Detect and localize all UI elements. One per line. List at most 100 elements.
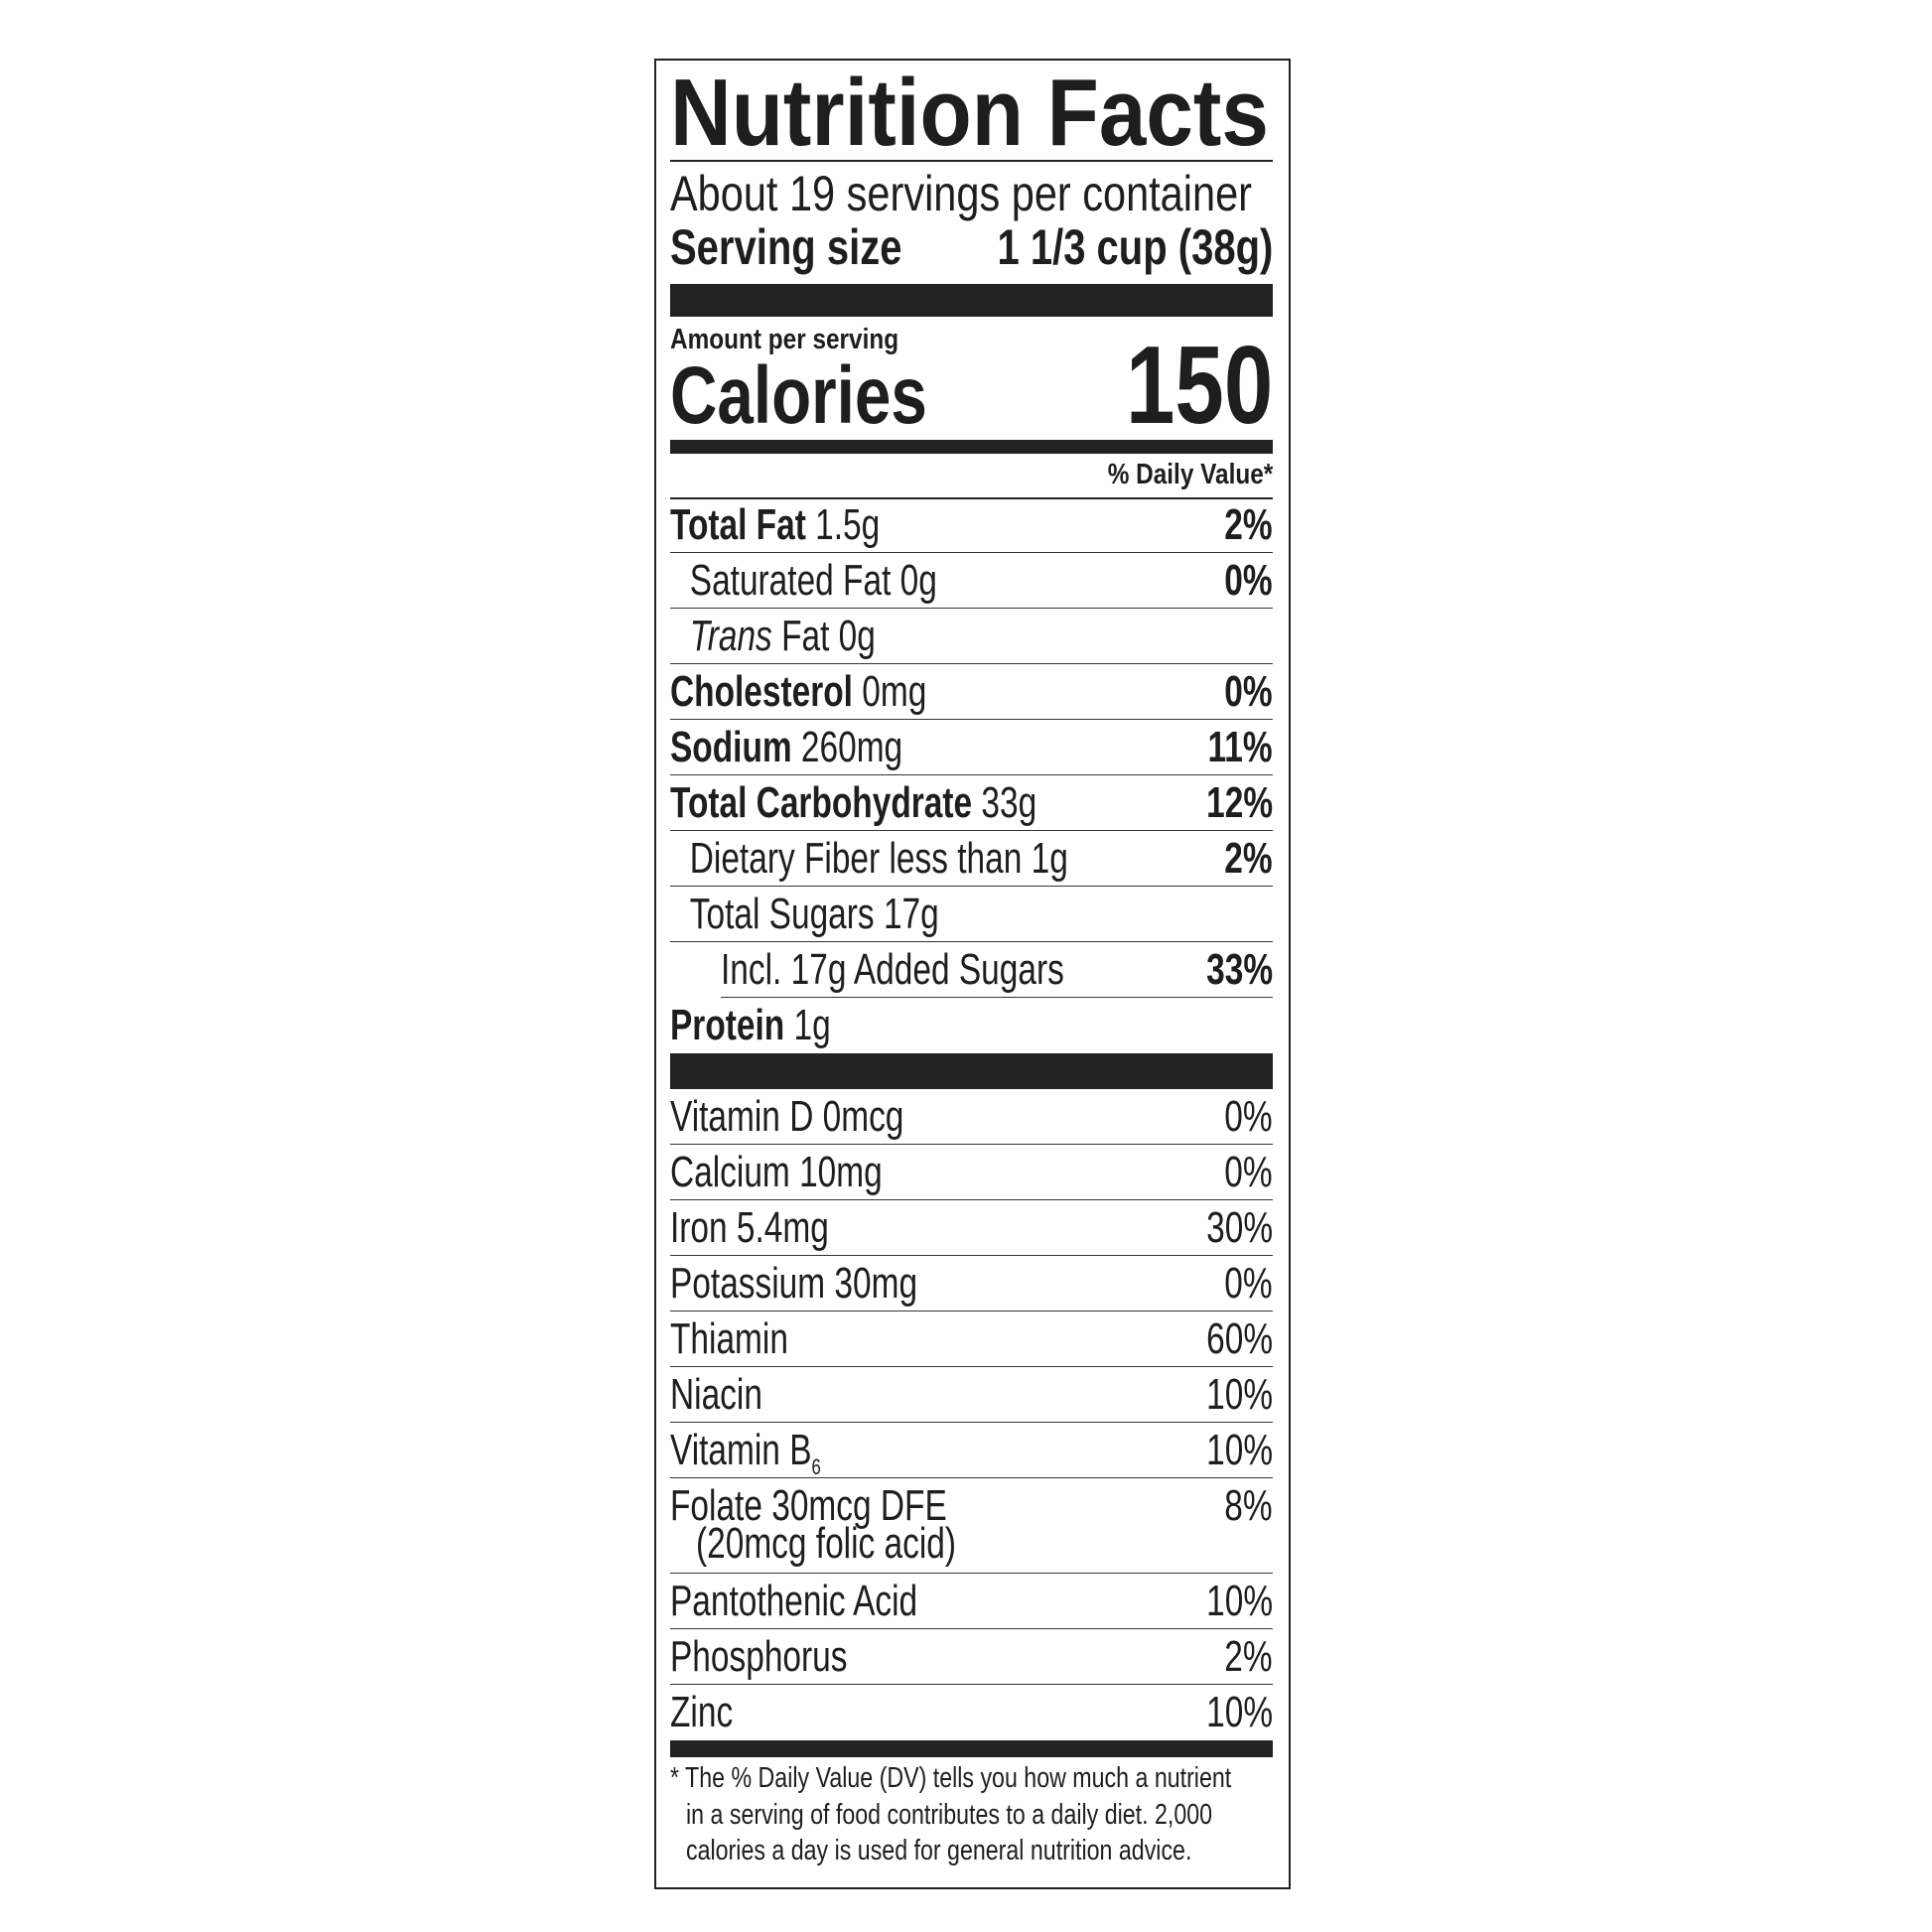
vitamin-daily-value: 10% [1206, 1688, 1273, 1736]
nutrient-amount: 260mg [800, 723, 903, 771]
footnote-text: in a serving of food contributes to a da… [686, 1798, 1213, 1831]
medium-bar [670, 440, 1273, 454]
thick-bar [670, 1053, 1273, 1089]
vitamin-row: Calcium 10mg 0% [670, 1145, 1273, 1200]
nutrient-label: Trans Fat 0g [670, 609, 876, 664]
serving-size-label: Serving size [670, 219, 902, 275]
amount-per-serving: Amount per serving [670, 326, 1273, 354]
vitamin-row: Potassium 30mg 0% [670, 1256, 1273, 1311]
nutrient-label: Incl. 17g Added Sugars [721, 942, 1064, 998]
vitamin-name: Vitamin D 0mcg [670, 1092, 904, 1141]
nutrient-row: Cholesterol 0mg 0% [670, 664, 1273, 720]
amount-text: Amount per serving [670, 324, 899, 355]
nutrient-name: Protein [670, 1001, 785, 1049]
footnote-line: * The % Daily Value (DV) tells you how m… [670, 1760, 1273, 1797]
nutrient-name-suffix: Fat [781, 612, 830, 660]
thick-bar [670, 1740, 1273, 1757]
vitamin-subscript: 6 [811, 1454, 821, 1479]
vitamin-name: Thiamin [670, 1314, 788, 1363]
calories-label-text: Calories [670, 350, 927, 441]
nutrient-daily-value: 12% [1206, 778, 1273, 827]
footnote-text: calories a day is used for general nutri… [686, 1835, 1192, 1866]
divider [670, 497, 1273, 499]
nutrient-label: Dietary Fiber less than 1g [670, 831, 1068, 887]
nutrient-table: Total Fat 1.5g 2% Saturated Fat 0g 0% Trans … [670, 497, 1273, 1757]
nutrient-daily-value: 2% [1224, 500, 1273, 549]
nutrient-row: Total Carbohydrate 33g 12% [670, 775, 1273, 831]
nutrient-daily-value: 0% [1224, 556, 1273, 605]
servings-per-container: About 19 servings per container [670, 169, 1273, 218]
nutrient-amount: 0mg [862, 667, 927, 716]
vitamin-daily-value: 2% [1224, 1632, 1273, 1681]
nutrient-daily-value: 33% [1206, 945, 1273, 994]
vitamin-daily-value: 0% [1224, 1259, 1273, 1308]
vitamin-daily-value: 10% [1206, 1577, 1273, 1625]
vitamin-label: Phosphorus [670, 1629, 847, 1685]
vitamin-name: Calcium 10mg [670, 1148, 883, 1196]
vitamin-daily-value: 60% [1206, 1314, 1273, 1363]
nutrient-name: Sodium [670, 723, 792, 771]
nutrient-name: Saturated Fat [689, 556, 892, 605]
vitamin-name: Niacin [670, 1370, 762, 1419]
footnote: * The % Daily Value (DV) tells you how m… [670, 1760, 1273, 1869]
nutrient-amount: 0g [838, 612, 876, 660]
nutrient-amount: 0g [899, 556, 937, 605]
footnote-text: * The % Daily Value (DV) tells you how m… [670, 1762, 1232, 1794]
vitamin-name: Vitamin B [670, 1426, 812, 1474]
nutrient-amount: 33g [981, 778, 1037, 827]
nutrient-label: Total Carbohydrate 33g [670, 775, 1036, 831]
serving-size-value: 1 1/3 cup (38g) [997, 219, 1273, 275]
nutrient-daily-value: 0% [1224, 667, 1273, 716]
nutrient-name: Cholesterol [670, 667, 853, 716]
nutrient-row: Total Fat 1.5g 2% [670, 497, 1273, 553]
nutrient-daily-value: 2% [1224, 834, 1273, 883]
nutrient-daily-value: 11% [1207, 723, 1273, 771]
vitamin-daily-value: 10% [1206, 1426, 1273, 1474]
vitamin-name: Folate 30mcg DFE [670, 1481, 947, 1530]
vitamin-label: Pantothenic Acid [670, 1574, 917, 1629]
vitamin-row: Iron 5.4mg 30% [670, 1200, 1273, 1256]
vitamin-label: Niacin [670, 1367, 762, 1423]
vitamin-row: Phosphorus 2% [670, 1629, 1273, 1685]
vitamin-name: Iron 5.4mg [670, 1203, 829, 1252]
divider [670, 160, 1273, 162]
vitamin-daily-value: 30% [1206, 1203, 1273, 1252]
daily-value-header: % Daily Value* [670, 461, 1273, 489]
vitamin-label: Zinc [670, 1685, 733, 1740]
nutrient-amount: less than 1g [889, 834, 1068, 883]
vitamin-label: Vitamin D 0mcg [670, 1089, 903, 1145]
vitamin-row: Thiamin 60% [670, 1311, 1273, 1367]
nutrient-name: Dietary Fiber [689, 834, 881, 883]
vitamin-name: Potassium 30mg [670, 1259, 918, 1308]
vitamin-label: Vitamin B6 [670, 1423, 821, 1478]
servings-text: About 19 servings per container [670, 166, 1252, 221]
vitamin-label: Calcium 10mg [670, 1145, 883, 1200]
nutrient-row: Protein 1g [670, 998, 1273, 1053]
nutrient-row: Total Sugars 17g [670, 887, 1273, 942]
vitamin-row: Folate 30mcg DFE (20mcg folic acid) 8% [670, 1478, 1273, 1574]
vitamin-label: Thiamin [670, 1311, 788, 1367]
serving-size-row: Serving size 1 1/3 cup (38g) [670, 222, 1273, 272]
vitamin-row: Vitamin B6 10% [670, 1423, 1273, 1478]
vitamin-label: Potassium 30mg [670, 1256, 917, 1311]
vitamin-row: Niacin 10% [670, 1367, 1273, 1423]
nutrient-amount: 1.5g [815, 500, 881, 549]
nutrient-row: Sodium 260mg 11% [670, 720, 1273, 775]
nutrient-label: Sodium 260mg [670, 720, 902, 775]
nutrient-row: Dietary Fiber less than 1g 2% [670, 831, 1273, 887]
vitamin-label: Iron 5.4mg [670, 1200, 829, 1256]
nutrient-amount: 1g [793, 1001, 831, 1049]
nutrient-name: Incl. 17g Added Sugars [721, 945, 1064, 994]
nutrient-row: Trans Fat 0g [670, 609, 1273, 664]
vitamin-name: Pantothenic Acid [670, 1577, 918, 1625]
title-text: Nutrition Facts [670, 60, 1269, 166]
calories-value-text: 150 [1125, 324, 1273, 447]
nutrient-row: Saturated Fat 0g 0% [670, 553, 1273, 609]
vitamin-daily-value: 0% [1224, 1092, 1273, 1141]
nutrient-label: Total Fat 1.5g [670, 497, 880, 553]
nutrient-amount: 17g [883, 890, 939, 938]
daily-value-header-text: % Daily Value* [1107, 459, 1273, 490]
label-title: Nutrition Facts [670, 66, 1273, 161]
vitamin-row: Pantothenic Acid 10% [670, 1574, 1273, 1629]
vitamin-daily-value: 8% [1224, 1481, 1273, 1530]
